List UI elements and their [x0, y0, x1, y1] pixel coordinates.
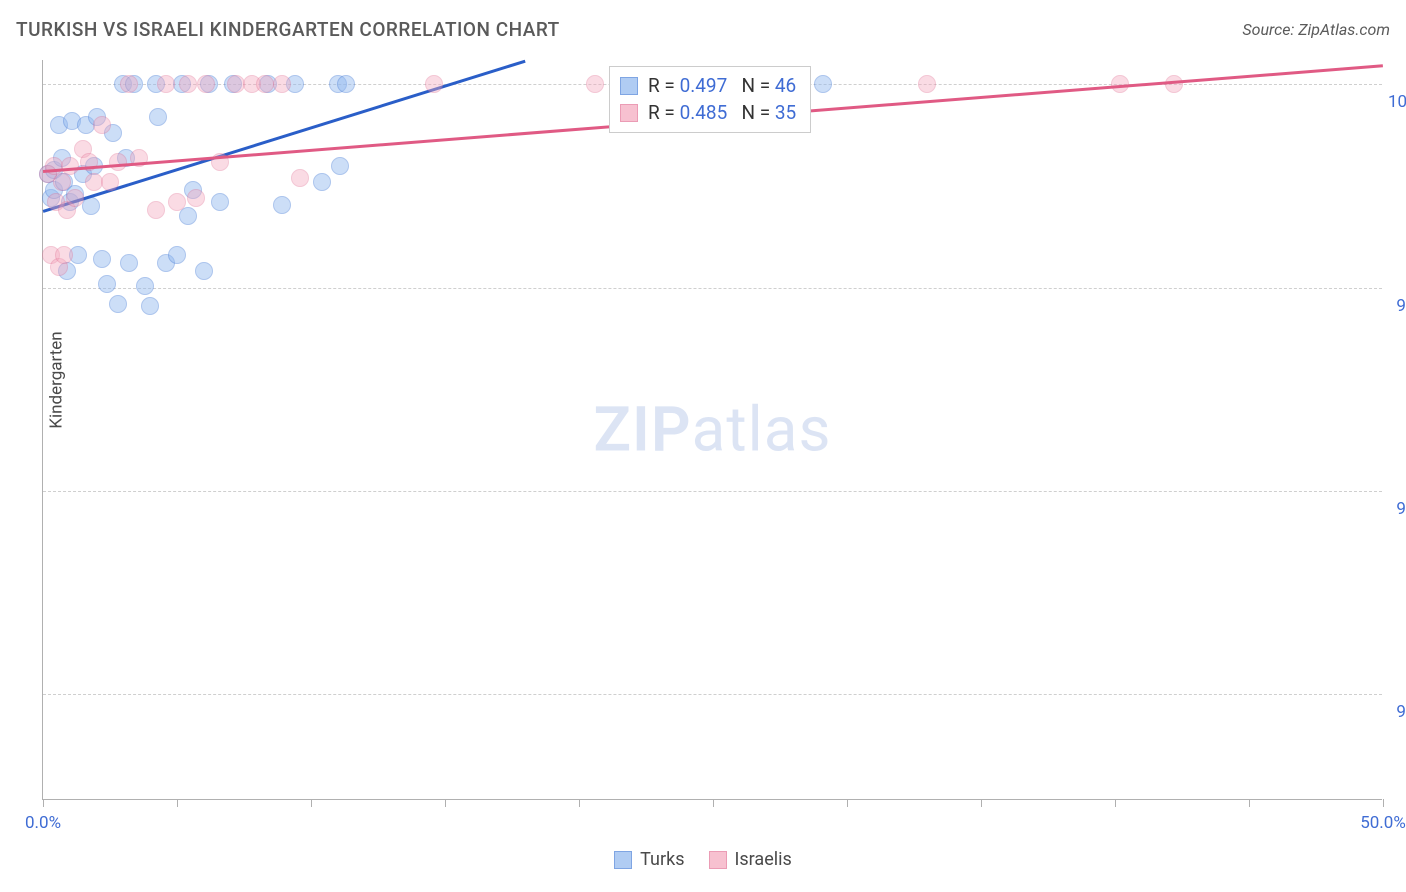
- data-point-israelis: [66, 189, 84, 207]
- data-point-israelis: [187, 189, 205, 207]
- chart-area: ZIPatlas 92.5%95.0%97.5%100.0%0.0%50.0%R…: [42, 60, 1382, 800]
- data-point-turks: [814, 75, 832, 93]
- data-point-turks: [136, 277, 154, 295]
- y-tick-label: 100.0%: [1388, 92, 1406, 112]
- data-point-turks: [82, 197, 100, 215]
- data-point-israelis: [273, 75, 291, 93]
- x-tick: [1249, 799, 1250, 807]
- legend-swatch: [614, 851, 632, 869]
- data-point-israelis: [425, 75, 443, 93]
- data-point-israelis: [101, 173, 119, 191]
- x-tick: [847, 799, 848, 807]
- watermark: ZIPatlas: [594, 393, 832, 466]
- x-tick: [311, 799, 312, 807]
- data-point-turks: [313, 173, 331, 191]
- chart-header: TURKISH VS ISRAELI KINDERGARTEN CORRELAT…: [16, 18, 1390, 41]
- data-point-israelis: [109, 153, 127, 171]
- bottom-legend-item: Israelis: [709, 849, 792, 870]
- data-point-israelis: [291, 169, 309, 187]
- data-point-turks: [98, 275, 116, 293]
- data-point-israelis: [157, 75, 175, 93]
- data-point-turks: [168, 246, 186, 264]
- legend-label: Turks: [640, 849, 684, 870]
- data-point-israelis: [586, 75, 604, 93]
- gridline: [43, 694, 1382, 695]
- y-tick-label: 95.0%: [1388, 499, 1406, 519]
- data-point-turks: [195, 262, 213, 280]
- data-point-israelis: [53, 173, 71, 191]
- stats-legend-row-turks: R = 0.497 N = 46: [620, 73, 796, 100]
- data-point-turks: [93, 250, 111, 268]
- gridline: [43, 288, 1382, 289]
- watermark-light: atlas: [692, 393, 832, 466]
- data-point-israelis: [55, 246, 73, 264]
- stats-legend-row-israelis: R = 0.485 N = 35: [620, 100, 796, 127]
- data-point-israelis: [93, 116, 111, 134]
- data-point-israelis: [120, 75, 138, 93]
- stats-text-israelis: R = 0.485 N = 35: [648, 100, 796, 127]
- data-point-turks: [337, 75, 355, 93]
- data-point-turks: [211, 193, 229, 211]
- data-point-turks: [109, 295, 127, 313]
- legend-swatch-turks: [620, 77, 638, 95]
- x-tick: [579, 799, 580, 807]
- data-point-turks: [141, 297, 159, 315]
- y-tick-label: 97.5%: [1388, 296, 1406, 316]
- x-tick: [177, 799, 178, 807]
- data-point-israelis: [1165, 75, 1183, 93]
- data-point-israelis: [168, 193, 186, 211]
- bottom-legend: Turks Israelis: [0, 849, 1406, 870]
- stats-text-turks: R = 0.497 N = 46: [648, 73, 796, 100]
- x-tick-label: 0.0%: [25, 813, 61, 833]
- x-tick: [1115, 799, 1116, 807]
- legend-swatch: [709, 851, 727, 869]
- data-point-turks: [120, 254, 138, 272]
- bottom-legend-item: Turks: [614, 849, 684, 870]
- x-tick: [445, 799, 446, 807]
- data-point-turks: [149, 108, 167, 126]
- legend-label: Israelis: [735, 849, 792, 870]
- stats-legend: R = 0.497 N = 46R = 0.485 N = 35: [609, 66, 811, 133]
- y-tick-label: 92.5%: [1388, 702, 1406, 722]
- chart-source: Source: ZipAtlas.com: [1242, 20, 1390, 39]
- data-point-turks: [273, 196, 291, 214]
- x-tick: [1383, 799, 1384, 807]
- data-point-israelis: [61, 157, 79, 175]
- legend-swatch-israelis: [620, 104, 638, 122]
- x-tick-label: 50.0%: [1360, 813, 1406, 833]
- plot-region: ZIPatlas 92.5%95.0%97.5%100.0%0.0%50.0%R…: [42, 60, 1382, 800]
- x-tick: [713, 799, 714, 807]
- data-point-israelis: [197, 75, 215, 93]
- x-tick: [981, 799, 982, 807]
- gridline: [43, 491, 1382, 492]
- chart-title: TURKISH VS ISRAELI KINDERGARTEN CORRELAT…: [16, 18, 560, 41]
- data-point-israelis: [179, 75, 197, 93]
- data-point-israelis: [147, 201, 165, 219]
- watermark-bold: ZIP: [594, 393, 692, 466]
- data-point-israelis: [918, 75, 936, 93]
- data-point-turks: [331, 157, 349, 175]
- x-tick: [43, 799, 44, 807]
